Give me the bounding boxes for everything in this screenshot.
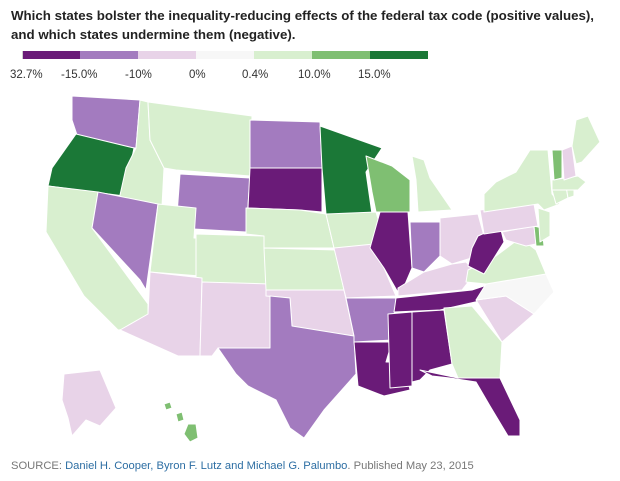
- source-link[interactable]: Daniel H. Cooper, Byron F. Lutz and Mich…: [65, 460, 348, 472]
- legend-label: 0%: [189, 69, 206, 81]
- state-nv[interactable]: [91, 191, 159, 291]
- legend-label: 15.0%: [358, 69, 391, 81]
- legend-swatch: [196, 51, 254, 59]
- state-nj[interactable]: [537, 207, 551, 243]
- state-ny[interactable]: [483, 149, 561, 213]
- state-va[interactable]: [465, 237, 547, 285]
- state-ms[interactable]: [387, 311, 413, 389]
- legend-label: -15.0%: [61, 69, 98, 81]
- state-az[interactable]: [119, 271, 203, 357]
- state-ak[interactable]: [61, 369, 117, 437]
- state-hi[interactable]: [163, 401, 199, 443]
- legend-swatch: [254, 51, 312, 59]
- state-vt[interactable]: [551, 149, 563, 181]
- legend-label: -10%: [125, 69, 152, 81]
- source-suffix: . Published May 23, 2015: [347, 460, 474, 472]
- state-in[interactable]: [409, 221, 441, 273]
- legend-swatch: [138, 51, 196, 59]
- source-prefix: SOURCE:: [11, 460, 66, 472]
- legend-label: 32.7%: [10, 69, 43, 81]
- legend-swatch: [22, 51, 81, 59]
- legend-swatch: [370, 51, 428, 59]
- legend-swatch: [80, 51, 138, 59]
- state-nh[interactable]: [561, 145, 577, 181]
- us-map: [45, 95, 601, 443]
- state-sd[interactable]: [247, 167, 323, 213]
- source-note: SOURCE: Daniel H. Cooper, Byron F. Lutz …: [11, 460, 474, 472]
- state-ar[interactable]: [345, 297, 397, 343]
- state-ks[interactable]: [263, 247, 345, 291]
- state-co[interactable]: [195, 233, 267, 285]
- legend-label: 10.0%: [298, 69, 331, 81]
- state-ut[interactable]: [149, 203, 203, 277]
- state-nm[interactable]: [199, 281, 271, 357]
- state-me[interactable]: [571, 115, 601, 165]
- state-fl[interactable]: [419, 369, 521, 437]
- state-mt[interactable]: [147, 101, 253, 177]
- legend-swatch: [312, 51, 370, 59]
- color-legend: 32.7% -15.0% -10% 0% 0.4% 10.0% 15.0%: [10, 51, 432, 91]
- state-tx[interactable]: [217, 295, 357, 439]
- state-nd[interactable]: [249, 119, 323, 169]
- map-title: Which states bolster the inequality-redu…: [11, 8, 594, 42]
- state-wi[interactable]: [365, 155, 411, 213]
- legend-label: 0.4%: [242, 69, 269, 81]
- state-mi[interactable]: [411, 155, 453, 213]
- state-ne[interactable]: [245, 207, 335, 249]
